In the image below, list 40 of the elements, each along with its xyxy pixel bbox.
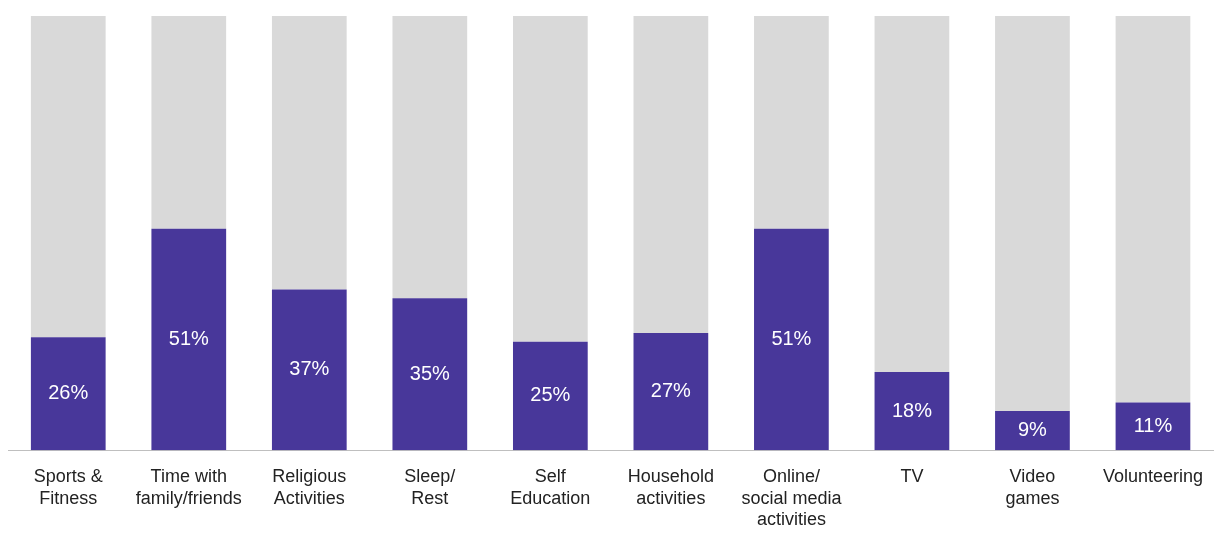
data-label: 11% [1133, 413, 1173, 436]
x-tick-label: TV [900, 465, 924, 486]
bar [995, 16, 1070, 412]
bar [271, 16, 347, 290]
data-label: 26% [48, 381, 89, 404]
x-tick-label: Video games [1005, 465, 1060, 508]
x-tick-label: Household activities [627, 465, 714, 508]
bar [392, 298, 468, 451]
bar [512, 341, 588, 451]
data-label: 51% [168, 326, 210, 349]
x-tick-label: Religious Activities [272, 465, 347, 508]
bar [151, 16, 227, 229]
x-tick-label: Self Education [510, 465, 591, 508]
data-label: 37% [289, 357, 330, 380]
bar [512, 16, 588, 342]
bar [271, 289, 347, 451]
bar [633, 332, 709, 451]
x-tick-label: Volunteering [1102, 465, 1204, 486]
bar [874, 372, 950, 451]
x-tick-label: Sleep/ Rest [404, 465, 456, 508]
bar [874, 16, 950, 373]
bar [392, 16, 468, 299]
bar [633, 16, 709, 333]
bar [30, 16, 106, 338]
data-label: 9% [1017, 418, 1048, 441]
data-label: 35% [409, 361, 451, 384]
x-tick-label: Time with family/friends [135, 465, 242, 508]
bar [1115, 402, 1191, 451]
data-label: 25% [530, 383, 571, 406]
bar [754, 228, 829, 451]
bar [151, 228, 227, 451]
data-label: 18% [891, 398, 933, 421]
bar [754, 16, 829, 229]
data-label: 51% [771, 326, 812, 349]
bar [30, 337, 106, 451]
x-tick-label: Sports & Fitness [33, 465, 103, 508]
x-tick-label: Online/ social media activities [741, 465, 843, 530]
data-label: 27% [650, 379, 692, 402]
bar [1115, 16, 1191, 403]
bar [995, 411, 1070, 451]
